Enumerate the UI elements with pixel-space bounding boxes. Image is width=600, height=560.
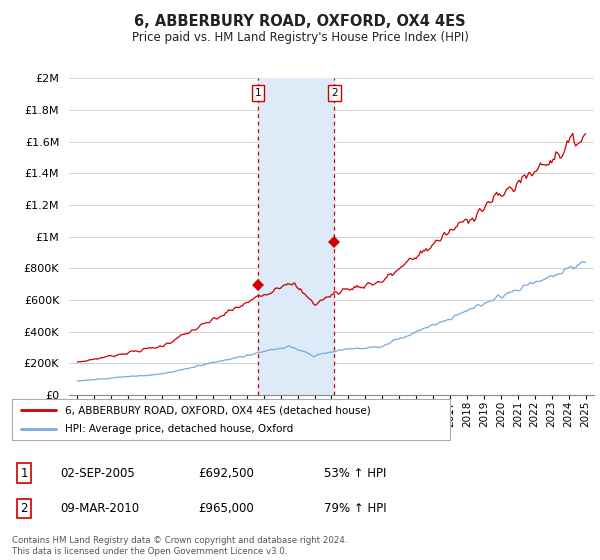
Text: 09-MAR-2010: 09-MAR-2010: [60, 502, 139, 515]
Text: 2: 2: [331, 87, 338, 97]
Text: Price paid vs. HM Land Registry's House Price Index (HPI): Price paid vs. HM Land Registry's House …: [131, 31, 469, 44]
Text: 02-SEP-2005: 02-SEP-2005: [60, 466, 135, 480]
Text: 2: 2: [20, 502, 28, 515]
Text: 6, ABBERBURY ROAD, OXFORD, OX4 4ES (detached house): 6, ABBERBURY ROAD, OXFORD, OX4 4ES (deta…: [65, 405, 370, 415]
Text: Contains HM Land Registry data © Crown copyright and database right 2024.
This d: Contains HM Land Registry data © Crown c…: [12, 536, 347, 556]
Text: £965,000: £965,000: [198, 502, 254, 515]
Text: 1: 1: [255, 87, 262, 97]
Text: £692,500: £692,500: [198, 466, 254, 480]
Text: HPI: Average price, detached house, Oxford: HPI: Average price, detached house, Oxfo…: [65, 424, 293, 433]
Bar: [258, 78, 334, 395]
Text: 79% ↑ HPI: 79% ↑ HPI: [324, 502, 386, 515]
Text: 1: 1: [20, 466, 28, 480]
Text: 6, ABBERBURY ROAD, OXFORD, OX4 4ES: 6, ABBERBURY ROAD, OXFORD, OX4 4ES: [134, 14, 466, 29]
Text: 53% ↑ HPI: 53% ↑ HPI: [324, 466, 386, 480]
